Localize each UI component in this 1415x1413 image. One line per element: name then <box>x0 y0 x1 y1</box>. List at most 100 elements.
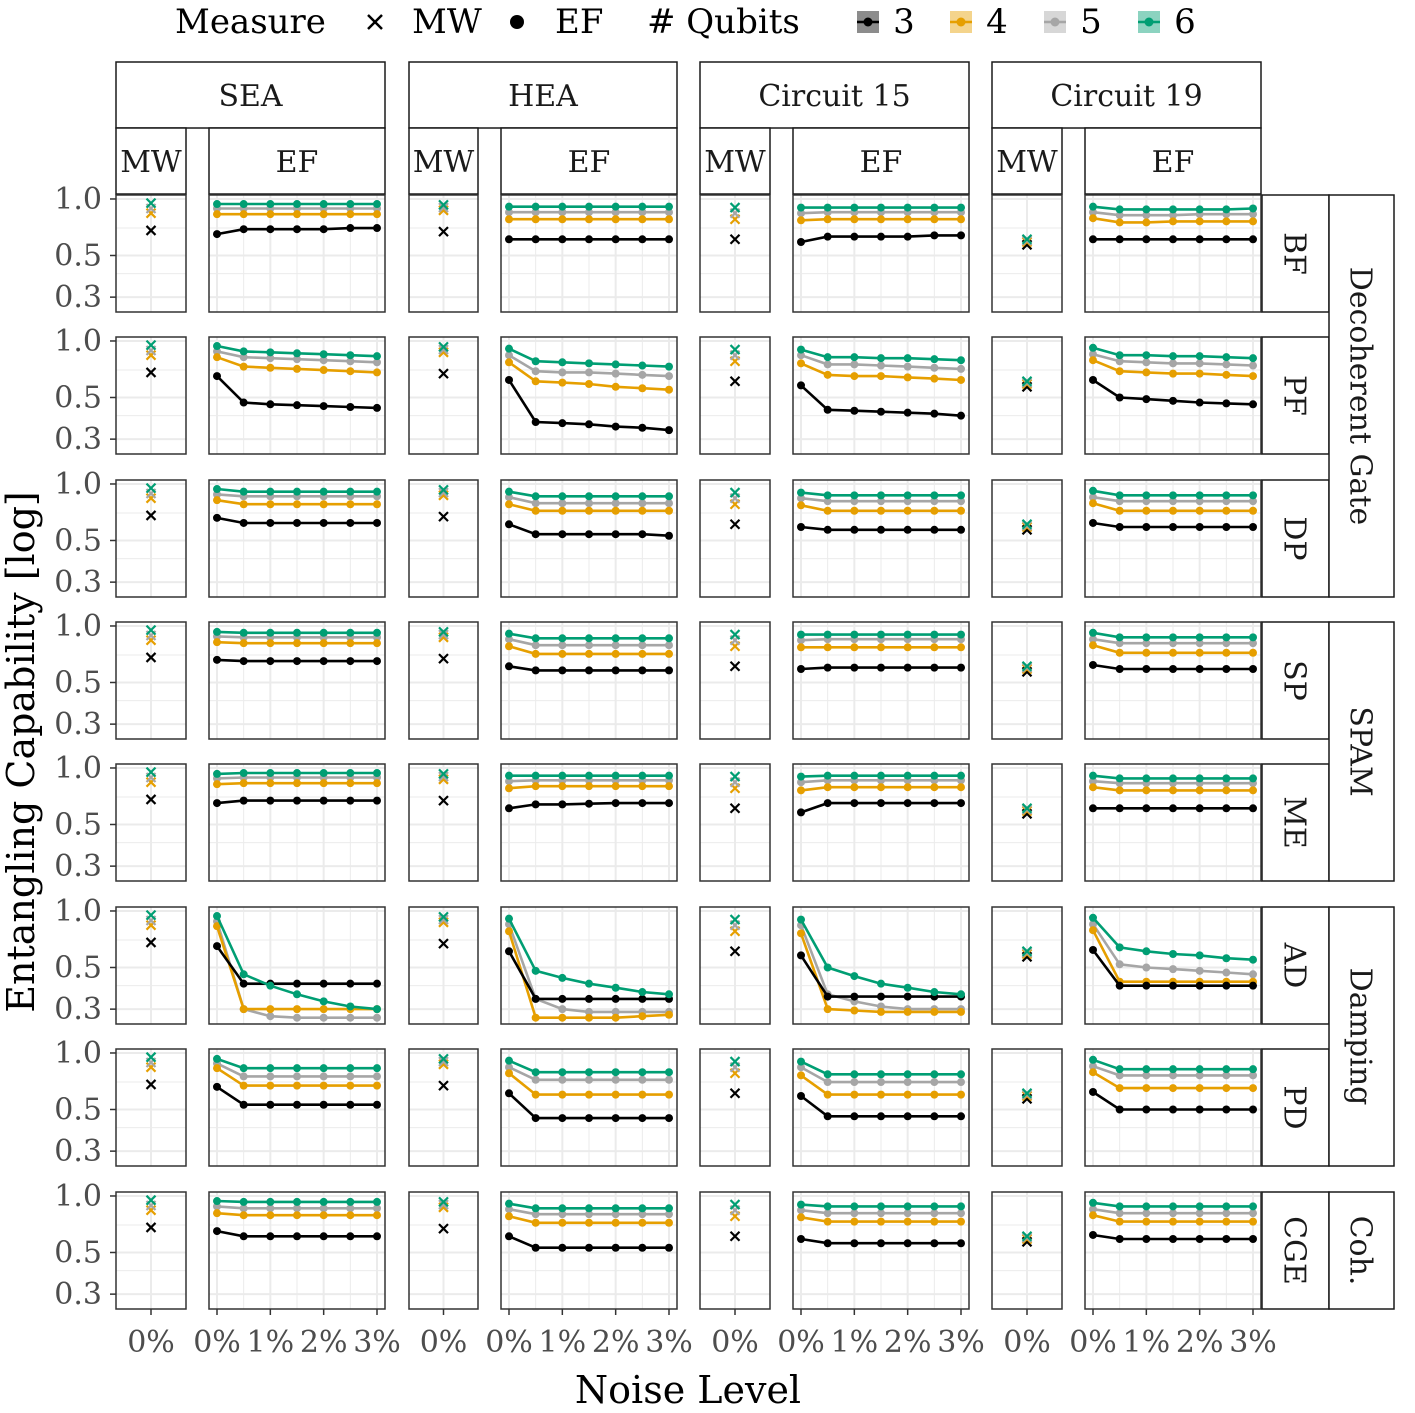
ef-point-q4 <box>611 382 620 391</box>
ef-point-q5 <box>346 357 355 366</box>
panel-ef-circuit-19-sp <box>1084 621 1262 740</box>
ef-point-q6 <box>797 630 805 639</box>
ef-point-q3 <box>930 409 939 418</box>
ef-point-q5 <box>373 358 381 367</box>
ef-point-q4 <box>877 1090 885 1099</box>
panel-mw-circuit-19-pf <box>991 336 1063 455</box>
mw-point-q3 <box>145 1222 157 1233</box>
ef-point-q3 <box>1195 981 1204 990</box>
ef-point-q4 <box>293 1005 301 1014</box>
ef-point-q5 <box>266 1072 275 1081</box>
ef-point-q4 <box>558 782 567 791</box>
ef-point-q3 <box>293 657 301 666</box>
mw-point-stroke <box>438 1223 449 1234</box>
ef-point-q3 <box>611 799 620 808</box>
ef-point-q3 <box>930 663 939 672</box>
ef-point-q4 <box>903 506 912 515</box>
ef-point-q4 <box>638 506 647 515</box>
ef-point-q3 <box>1195 1234 1204 1243</box>
ef-point-q6 <box>585 492 593 501</box>
ef-point-q4 <box>1195 506 1204 515</box>
ef-point-q5 <box>531 208 540 217</box>
ef-point-q4 <box>1142 648 1151 657</box>
ef-point-q4 <box>957 1217 965 1226</box>
ef-point-q4 <box>558 215 567 224</box>
ef-point-q3 <box>346 657 355 666</box>
ef-point-q6 <box>1195 633 1204 642</box>
ef-point-q3 <box>823 525 832 534</box>
ef-point-q4 <box>346 367 355 376</box>
ef-point-q3 <box>505 947 513 956</box>
ef-point-q5 <box>558 1210 567 1219</box>
mw-point-q3 <box>729 375 741 387</box>
ef-point-q6 <box>665 990 673 999</box>
ef-point-q3 <box>1142 804 1151 813</box>
x-tick-label: 0% <box>193 1325 241 1360</box>
ef-point-q4 <box>1249 1217 1257 1226</box>
ef-point-q6 <box>1222 774 1231 783</box>
strip-noise-pf: PF <box>1277 375 1312 416</box>
panel-border <box>1084 1048 1262 1167</box>
ef-point-q3 <box>903 408 912 417</box>
legend-key-point-4 <box>956 17 966 27</box>
ef-point-q5 <box>293 355 301 364</box>
ef-point-q6 <box>1249 1202 1257 1211</box>
ef-point-q3 <box>531 994 540 1003</box>
ef-point-q4 <box>823 1090 832 1099</box>
mw-point-stroke <box>438 368 449 379</box>
ef-point-q6 <box>1169 774 1177 783</box>
ef-point-q3 <box>665 799 673 808</box>
ef-point-q6 <box>213 1054 221 1063</box>
panel-ef-circuit-19-pf <box>1084 336 1262 455</box>
ef-point-q4 <box>611 782 620 791</box>
ef-point-q6 <box>1249 633 1257 642</box>
mw-point-stroke <box>438 341 449 353</box>
ef-point-q6 <box>823 491 832 500</box>
ef-point-q3 <box>930 1239 939 1248</box>
ef-point-q6 <box>293 487 301 496</box>
ef-point-q4 <box>346 1081 355 1090</box>
ef-point-q5 <box>1169 497 1177 506</box>
ef-point-q5 <box>1142 963 1151 972</box>
ef-point-q5 <box>1249 970 1257 979</box>
ef-point-q4 <box>531 215 540 224</box>
panel-mw-circuit-19-sp <box>991 621 1063 740</box>
ef-point-q6 <box>850 1202 859 1211</box>
y-tick-label: 0.3 <box>54 992 102 1027</box>
ef-point-q4 <box>373 210 381 219</box>
ef-point-q6 <box>585 359 593 368</box>
ef-point-q6 <box>1222 633 1231 642</box>
ef-point-q5 <box>1169 1209 1177 1218</box>
ef-point-q5 <box>319 1072 328 1081</box>
ef-point-q5 <box>1089 1062 1097 1071</box>
panel-ef-hea-cge <box>500 1191 678 1310</box>
ef-point-q3 <box>1169 235 1177 244</box>
panel-border <box>699 1048 771 1167</box>
ef-point-q3 <box>266 657 275 666</box>
ef-point-q5 <box>850 497 859 506</box>
ef-point-q3 <box>903 1239 912 1248</box>
ef-point-q5 <box>1142 1071 1151 1080</box>
ef-point-q4 <box>1222 1217 1231 1226</box>
ef-point-q6 <box>823 630 832 639</box>
ef-point-q3 <box>903 799 912 808</box>
panel-border <box>1084 336 1262 455</box>
ef-point-q6 <box>505 202 513 211</box>
ef-point-q6 <box>531 771 540 780</box>
ef-point-q6 <box>213 1197 221 1206</box>
panel-border <box>991 763 1063 882</box>
ef-point-q6 <box>1195 491 1204 500</box>
mw-point-q6 <box>729 914 741 925</box>
mw-point-stroke <box>438 1053 449 1065</box>
ef-point-q6 <box>1249 774 1257 783</box>
panel-ef-hea-pd <box>500 1048 678 1167</box>
panel-border <box>699 763 771 882</box>
ef-point-q6 <box>346 1002 355 1011</box>
panel-border <box>115 1048 187 1167</box>
ef-point-q4 <box>319 500 328 509</box>
ef-point-q5 <box>1249 210 1257 219</box>
ef-point-q5 <box>319 356 328 365</box>
ef-point-q3 <box>1115 664 1124 673</box>
ef-point-q4 <box>797 643 805 652</box>
ef-point-q3 <box>239 518 248 527</box>
